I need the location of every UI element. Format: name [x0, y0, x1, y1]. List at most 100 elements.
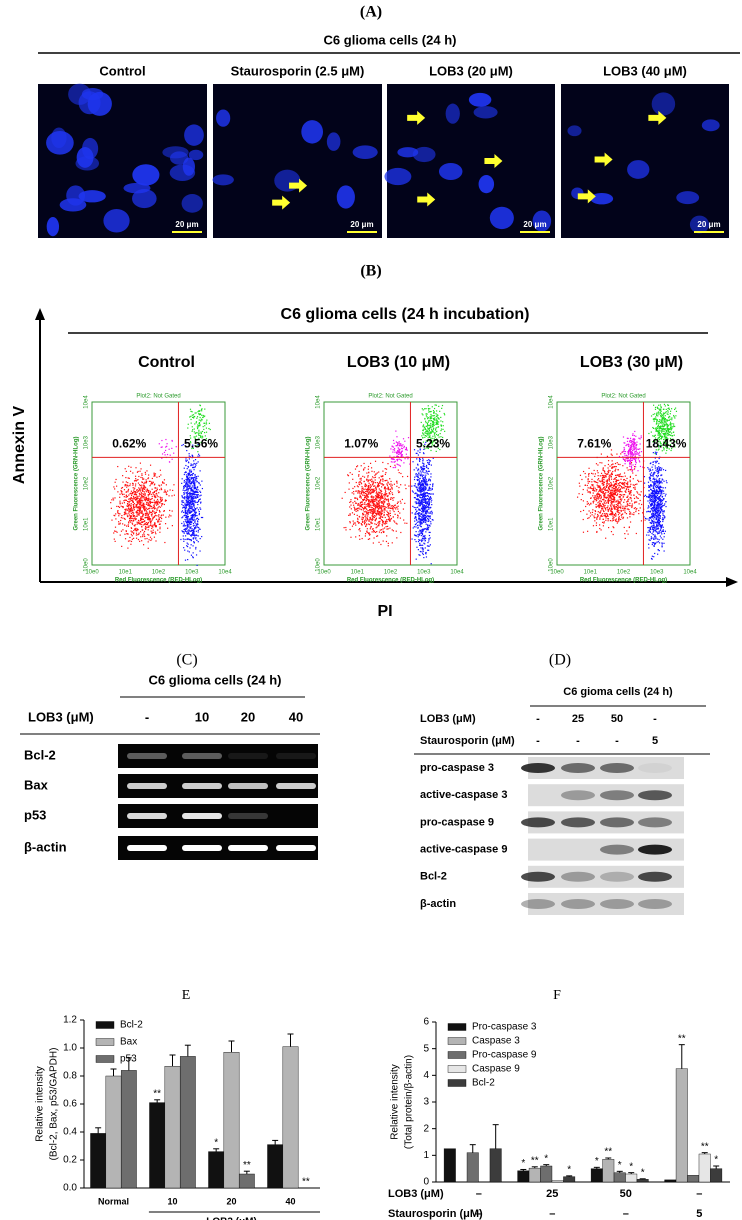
event-dot [134, 498, 135, 499]
event-dot [145, 494, 146, 495]
event-dot [128, 490, 129, 491]
event-dot [609, 478, 610, 479]
event-dot [376, 500, 377, 501]
event-dot [605, 473, 606, 474]
event-dot [369, 504, 370, 505]
event-dot [191, 490, 192, 491]
event-dot [143, 519, 144, 520]
event-dot [198, 494, 199, 495]
event-dot [154, 513, 155, 514]
event-dot [189, 547, 190, 548]
event-dot [186, 507, 187, 508]
event-dot [402, 476, 403, 477]
event-dot [388, 543, 389, 544]
event-dot [394, 443, 395, 444]
event-dot [633, 478, 634, 479]
event-dot [396, 486, 397, 487]
event-dot [373, 486, 374, 487]
event-dot [602, 513, 603, 514]
event-dot [196, 422, 197, 423]
event-dot [130, 517, 131, 518]
event-dot [419, 452, 420, 453]
event-dot [144, 485, 145, 486]
event-dot [188, 539, 189, 540]
event-dot [377, 503, 378, 504]
event-dot [428, 540, 429, 541]
event-dot [427, 460, 428, 461]
event-dot [150, 499, 151, 500]
event-dot [141, 485, 142, 486]
event-dot [374, 531, 375, 532]
event-dot [596, 506, 597, 507]
event-dot [438, 426, 439, 427]
event-dot [373, 542, 374, 543]
event-dot [136, 534, 137, 535]
event-dot [187, 533, 188, 534]
event-dot [122, 506, 123, 507]
event-dot [615, 463, 616, 464]
event-dot [193, 487, 194, 488]
event-dot [371, 481, 372, 482]
event-dot [148, 515, 149, 516]
plot-frame [92, 402, 225, 565]
event-dot [380, 496, 381, 497]
event-dot [659, 458, 660, 459]
event-dot [591, 497, 592, 498]
event-dot [415, 526, 416, 527]
event-dot [166, 494, 167, 495]
event-dot [608, 464, 609, 465]
event-dot [150, 501, 151, 502]
event-dot [369, 524, 370, 525]
event-dot [185, 509, 186, 510]
event-dot [428, 507, 429, 508]
event-dot [602, 506, 603, 507]
event-dot [375, 515, 376, 516]
event-dot [620, 453, 621, 454]
event-dot [135, 485, 136, 486]
event-dot [370, 505, 371, 506]
event-dot [423, 429, 424, 430]
event-dot [367, 506, 368, 507]
event-dot [382, 517, 383, 518]
event-dot [189, 458, 190, 459]
event-dot [421, 494, 422, 495]
event-dot [353, 522, 354, 523]
event-dot [396, 459, 397, 460]
event-dot [122, 487, 123, 488]
event-dot [423, 479, 424, 480]
event-dot [138, 490, 139, 491]
event-dot [420, 475, 421, 476]
event-dot [398, 447, 399, 448]
event-dot [126, 533, 127, 534]
event-dot [201, 415, 202, 416]
nucleus [301, 120, 323, 143]
event-dot [186, 504, 187, 505]
event-dot [403, 438, 404, 439]
event-dot [193, 531, 194, 532]
event-dot [183, 515, 184, 516]
event-dot [397, 508, 398, 509]
event-dot [423, 536, 424, 537]
event-dot [359, 471, 360, 472]
event-dot [352, 526, 353, 527]
event-dot [206, 420, 207, 421]
event-dot [350, 505, 351, 506]
event-dot [141, 540, 142, 541]
event-dot [428, 434, 429, 435]
event-dot [630, 521, 631, 522]
micrograph [213, 84, 382, 238]
nucleus [702, 119, 720, 131]
event-dot [132, 535, 133, 536]
event-dot [425, 421, 426, 422]
event-dot [608, 471, 609, 472]
event-dot [621, 500, 622, 501]
event-dot [372, 489, 373, 490]
event-dot [602, 508, 603, 509]
event-dot [205, 423, 206, 424]
event-dot [381, 532, 382, 533]
event-dot [119, 513, 120, 514]
event-dot [625, 480, 626, 481]
event-dot [138, 476, 139, 477]
event-dot [427, 495, 428, 496]
event-dot [647, 527, 648, 528]
